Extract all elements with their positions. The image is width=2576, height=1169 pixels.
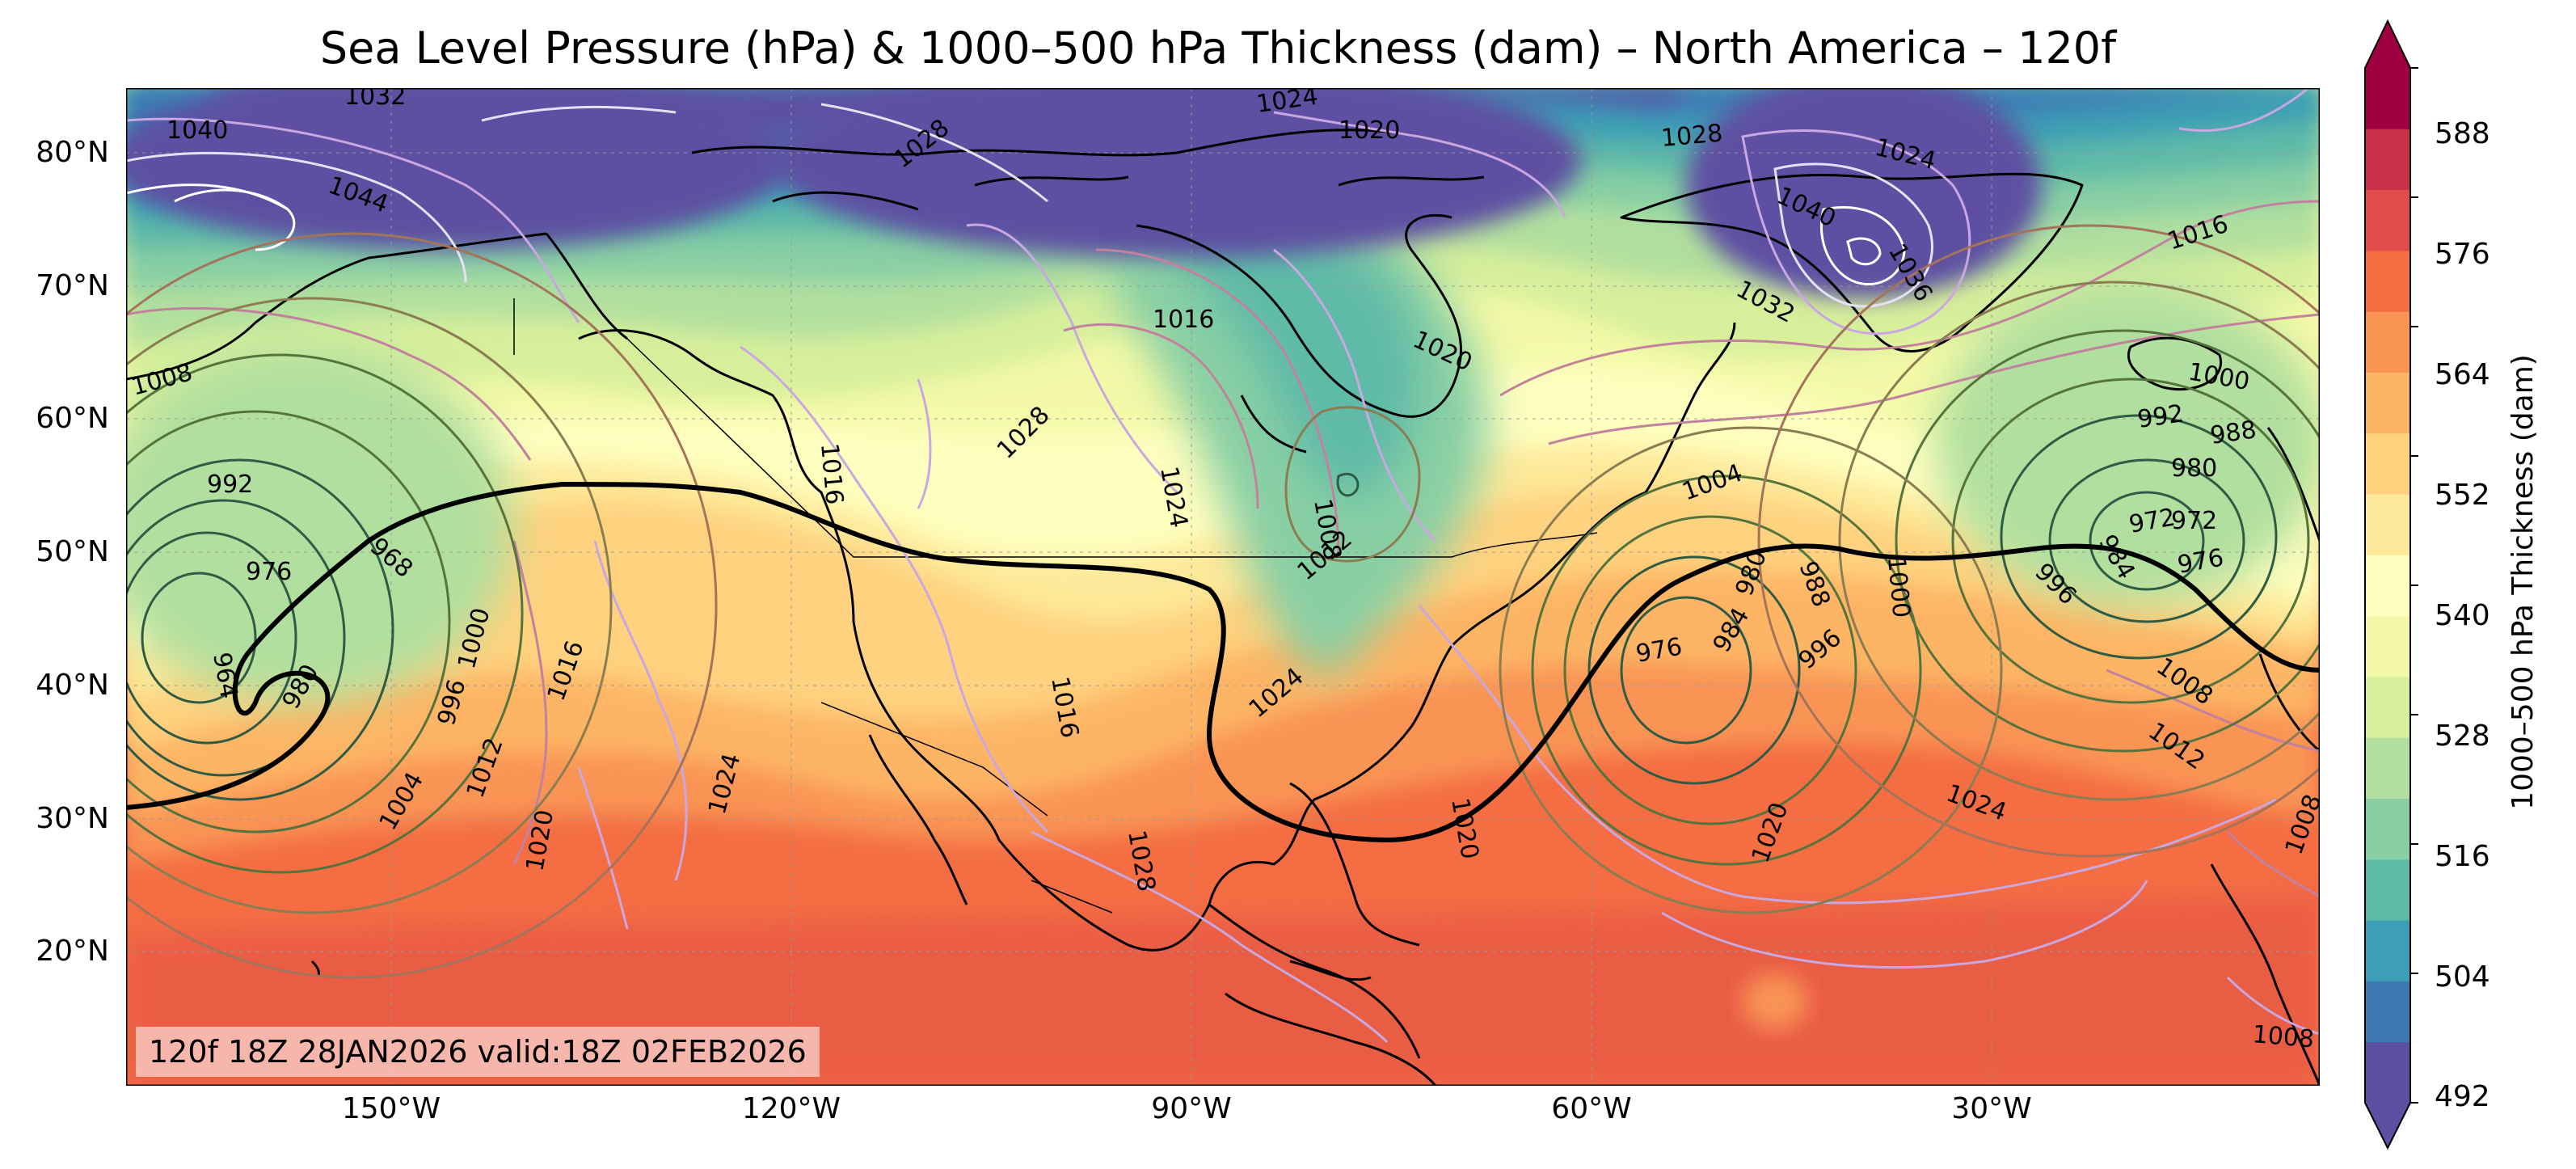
colorbar-min-extend (2365, 1103, 2410, 1148)
lat-label: 70°N (36, 269, 109, 302)
colorbar-segment (2365, 311, 2410, 373)
borders (513, 298, 1598, 914)
slp-label: 1028 (1660, 119, 1724, 153)
map-plot: 1032 1040 1044 1024 1020 1028 1028 1024 … (126, 88, 2320, 1086)
map-title: Sea Level Pressure (hPa) & 1000–500 hPa … (319, 23, 2117, 74)
colorbar-tick: 588 (2435, 117, 2490, 150)
colorbar (2364, 19, 2418, 1150)
colorbar-segment (2365, 920, 2410, 981)
thickness-field (126, 88, 2320, 1086)
lon-label: 90°W (1151, 1092, 1232, 1125)
lat-label: 30°N (36, 802, 109, 835)
colorbar-tick: 552 (2435, 479, 2490, 512)
lat-label: 40°N (36, 669, 109, 702)
slp-label: 1000 (1882, 555, 1916, 619)
lat-label: 50°N (36, 535, 109, 568)
slp-label: 1008 (2251, 1020, 2315, 1054)
slp-label: 980 (2171, 454, 2217, 483)
colorbar-tick: 528 (2435, 720, 2490, 753)
slp-label: 1016 (815, 442, 849, 506)
colorbar-segment (2365, 433, 2410, 495)
slp-label: 972 (2171, 507, 2217, 535)
lon-label: 120°W (741, 1092, 841, 1125)
slp-label: 1032 (344, 88, 406, 111)
slp-label: 976 (246, 558, 292, 586)
colorbar-segment (2365, 129, 2410, 191)
lat-label: 80°N (36, 136, 109, 169)
colorbar-tick: 516 (2435, 840, 2490, 873)
colorbar-tick: 492 (2435, 1080, 2490, 1113)
slp-contours-low (126, 224, 2320, 979)
slp-label: 992 (2135, 399, 2186, 434)
colorbar-tick: 564 (2435, 358, 2490, 391)
lon-label: 150°W (341, 1092, 441, 1125)
colorbar-segment (2365, 615, 2410, 677)
lat-label: 20°N (36, 935, 109, 968)
colorbar-segment (2365, 676, 2410, 738)
lat-label: 60°N (36, 402, 109, 435)
colorbar-label: 1000–500 hPa Thickness (dam) (2506, 354, 2540, 810)
slp-label: 1020 (1339, 116, 1400, 145)
colorbar-segment (2365, 250, 2410, 312)
coastlines (126, 129, 2320, 1086)
colorbar-segment (2365, 555, 2410, 617)
colorbar-segment (2365, 189, 2410, 251)
colorbar-segment (2365, 68, 2410, 129)
valid-time-stamp: 120f 18Z 28JAN2026 valid:18Z 02FEB2026 (136, 1027, 820, 1077)
slp-label: 1016 (1153, 306, 1214, 334)
slp-label: 988 (2208, 416, 2258, 450)
slp-label: 1040 (167, 116, 228, 145)
slp-contours-high (126, 88, 2320, 1044)
colorbar-segment (2365, 798, 2410, 860)
colorbar-tick: 576 (2435, 238, 2490, 271)
colorbar-tick: 540 (2435, 599, 2490, 632)
colorbar-segment (2365, 372, 2410, 434)
colorbar-max-extend (2365, 21, 2410, 68)
colorbar-tick: 504 (2435, 960, 2490, 994)
thickness-540-line (126, 481, 2320, 843)
slp-label: 992 (207, 471, 253, 499)
colorbar-segment (2365, 494, 2410, 555)
colorbar-segment (2365, 981, 2410, 1043)
colorbar-segment (2365, 859, 2410, 921)
colorbar-segment (2365, 1041, 2410, 1104)
lon-label: 60°W (1551, 1092, 1632, 1125)
lon-label: 30°W (1951, 1092, 2032, 1125)
colorbar-segment (2365, 737, 2410, 800)
slp-contours-mid (126, 200, 2320, 898)
